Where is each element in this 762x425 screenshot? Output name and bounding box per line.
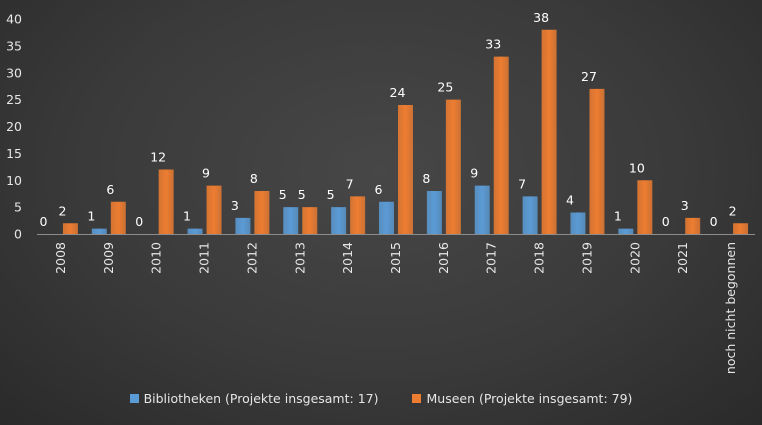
data-label-museen: 8	[250, 171, 258, 186]
y-tick-label: 15	[6, 146, 22, 161]
bar-bibliotheken	[91, 228, 107, 234]
data-label-museen: 3	[681, 198, 689, 213]
data-label-museen: 9	[202, 166, 210, 181]
x-tick-label: 2015	[388, 242, 403, 274]
bar-museen	[589, 88, 605, 234]
bar-bibliotheken	[379, 201, 394, 234]
bar-museen	[350, 196, 366, 234]
bar-museen	[541, 29, 557, 234]
bar-bibliotheken	[618, 228, 634, 234]
data-label-museen: 24	[390, 85, 406, 100]
chart-legend: Bibliotheken (Projekte insgesamt: 17) Mu…	[0, 391, 762, 406]
data-label-museen: 38	[533, 10, 549, 25]
x-tick-label: 2018	[532, 242, 547, 274]
x-tick-label: 2012	[244, 242, 259, 274]
bar-museen	[445, 99, 461, 234]
x-tick-label: 2021	[675, 242, 690, 274]
bar-bibliotheken	[426, 191, 442, 234]
x-tick-label: 2009	[101, 242, 116, 274]
x-tick-label: noch nicht begonnen	[723, 242, 738, 374]
y-tick-label: 30	[6, 65, 22, 80]
bar-bibliotheken	[331, 207, 347, 234]
bar-bibliotheken	[235, 217, 251, 234]
data-label-bibliotheken: 1	[87, 209, 95, 224]
data-label-bibliotheken: 9	[470, 166, 478, 181]
bar-bibliotheken	[474, 185, 490, 234]
data-label-museen: 33	[485, 37, 501, 52]
data-label-bibliotheken: 8	[422, 171, 430, 186]
data-label-bibliotheken: 5	[279, 187, 287, 202]
y-tick-label: 20	[6, 119, 22, 134]
x-tick-label: 2017	[484, 242, 499, 274]
data-label-museen: 2	[58, 203, 66, 218]
bar-bibliotheken	[570, 212, 586, 234]
bar-bibliotheken	[187, 228, 203, 234]
x-tick-label: 2020	[627, 242, 642, 274]
data-label-bibliotheken: 0	[662, 214, 670, 229]
y-tick-label: 35	[6, 38, 22, 53]
data-label-museen: 6	[106, 182, 114, 197]
x-tick-label: 2013	[292, 242, 307, 274]
bar-museen	[254, 191, 270, 234]
bar-museen	[110, 201, 126, 234]
data-label-bibliotheken: 3	[231, 198, 239, 213]
data-label-bibliotheken: 7	[518, 176, 526, 191]
bar-museen	[493, 56, 509, 234]
bar-bibliotheken	[522, 196, 538, 234]
data-label-museen: 5	[298, 187, 306, 202]
data-label-bibliotheken: 4	[566, 193, 574, 208]
bar-museen	[398, 105, 413, 234]
x-tick-label: 2011	[197, 242, 212, 274]
x-tick-label: 2014	[340, 242, 355, 274]
legend-swatch-museen	[412, 394, 422, 403]
data-label-bibliotheken: 5	[327, 187, 335, 202]
data-label-museen: 10	[629, 160, 645, 175]
bar-bibliotheken	[283, 207, 299, 234]
y-tick-label: 40	[6, 12, 22, 27]
bar-museen	[637, 180, 653, 234]
y-tick-label: 5	[14, 200, 22, 215]
data-label-museen: 7	[346, 176, 354, 191]
legend-label-bibliotheken: Bibliotheken (Projekte insgesamt: 17)	[143, 391, 379, 406]
y-tick-label: 25	[6, 92, 22, 107]
bar-museen	[685, 217, 701, 234]
legend-label-museen: Museen (Projekte insgesamt: 79)	[426, 391, 633, 406]
y-tick-label: 10	[6, 173, 22, 188]
y-tick-label: 0	[14, 227, 22, 242]
data-label-museen: 12	[150, 150, 166, 165]
bar-museen	[158, 169, 174, 234]
bar-museen	[206, 185, 222, 234]
data-label-bibliotheken: 0	[39, 214, 47, 229]
data-label-bibliotheken: 1	[614, 209, 622, 224]
x-tick-label: 2016	[436, 242, 451, 274]
data-label-bibliotheken: 0	[135, 214, 143, 229]
x-tick-label: 2019	[579, 242, 594, 274]
x-tick-label: 2008	[53, 242, 68, 274]
legend-item-bibliotheken: Bibliotheken (Projekte insgesamt: 17)	[129, 391, 379, 406]
data-label-museen: 2	[729, 203, 737, 218]
data-label-bibliotheken: 6	[375, 182, 383, 197]
data-label-museen: 25	[437, 80, 453, 95]
legend-item-museen: Museen (Projekte insgesamt: 79)	[412, 391, 632, 406]
bar-museen	[733, 223, 749, 234]
legend-swatch-bibliotheken	[129, 394, 139, 403]
data-label-bibliotheken: 1	[183, 209, 191, 224]
x-tick-label: 2010	[149, 242, 164, 274]
bar-museen	[62, 223, 78, 234]
bar-museen	[302, 207, 318, 234]
data-label-museen: 27	[581, 69, 597, 84]
data-label-bibliotheken: 0	[710, 214, 718, 229]
